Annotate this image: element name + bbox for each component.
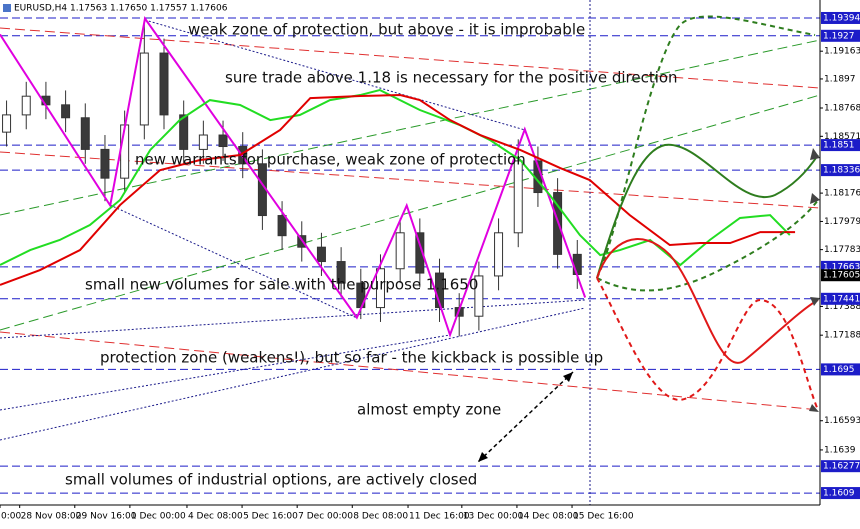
y-tick-label: 1.17188 — [824, 331, 860, 341]
indicator-line — [0, 94, 796, 286]
candle-body — [61, 104, 71, 119]
y-tick-label: 1.1639 — [824, 445, 856, 455]
candle-body — [395, 232, 405, 270]
x-tick-label: 0:00 — [1, 512, 21, 522]
x-tick-label: 11 Dec 16:00 — [409, 512, 470, 522]
level-label-box — [821, 292, 860, 305]
range-arrow — [477, 371, 574, 463]
level-label-box — [821, 487, 860, 500]
indicator-line — [0, 16, 587, 338]
forecast-curves — [477, 15, 820, 463]
x-tick-label: 14 Dec 08:00 — [518, 512, 579, 522]
y-tick-label: 1.17979 — [824, 217, 860, 227]
level-label: 1.19394 — [823, 13, 860, 23]
candle-body — [100, 148, 110, 179]
candle-body — [179, 114, 189, 150]
annotation: sure trade above 1.18 is necessary for t… — [225, 69, 678, 87]
annotation: weak zone of protection, but above - it … — [188, 21, 585, 39]
candle-body — [375, 268, 385, 309]
indicator-line — [0, 88, 791, 267]
y-tick-label: 1.18571 — [824, 132, 860, 142]
candle-body — [198, 134, 208, 150]
candle-body — [316, 246, 326, 263]
level-label-box — [821, 460, 860, 473]
level-label: 1.1851 — [823, 141, 855, 151]
current-price-label: 1.17605 — [823, 271, 860, 281]
trend-line — [0, 151, 821, 209]
trend-line — [0, 27, 821, 89]
x-tick-label: 7 Dec 00:00 — [298, 512, 353, 522]
level-label-box — [821, 29, 860, 42]
forecast-curve — [596, 238, 819, 364]
x-tick-label: 29 Nov 16:00 — [76, 512, 137, 522]
arrow-head — [809, 148, 820, 412]
annotation: protection zone (weakens!), but so far -… — [100, 349, 603, 367]
chart-title: EURUSD,H4 1.17563 1.17650 1.17557 1.1760… — [14, 4, 228, 14]
candle-body — [572, 253, 582, 276]
candle-body — [474, 275, 484, 317]
axes: 1.19163 1.1897 1.18768 1.18571 1.18176 1.1797… — [0, 11, 860, 522]
candle-body — [218, 134, 228, 148]
level-label-box — [821, 139, 860, 152]
forecast-curve — [596, 199, 819, 292]
y-tick-label: 1.19163 — [824, 47, 860, 57]
y-tick-label: 1.1897 — [824, 74, 856, 84]
level-label: 1.1927 — [823, 31, 855, 41]
trend-line — [144, 19, 526, 131]
y-tick-label: 1.16593 — [824, 416, 860, 426]
candle-body — [415, 232, 425, 274]
x-tick-label: 1 Dec 00:00 — [131, 512, 186, 522]
level-label: 1.1609 — [823, 489, 855, 499]
candle-body — [336, 261, 346, 284]
annotation: almost empty zone — [357, 401, 501, 419]
candle-body — [277, 215, 287, 237]
x-tick-label: 15 Dec 16:00 — [573, 512, 634, 522]
trend-line — [0, 299, 586, 339]
forecast-curve — [596, 15, 816, 279]
annotation: small volumes of industrial options, are… — [65, 471, 477, 489]
level-label-box — [821, 164, 860, 177]
grid-layer — [0, 17, 820, 494]
trend-line — [0, 39, 821, 216]
candle-body — [80, 117, 90, 150]
current-price-box — [821, 269, 860, 282]
y-tick-label: 1.18768 — [824, 103, 860, 113]
y-tick-label: 1.17388 — [824, 302, 860, 312]
x-tick-label: 4 Dec 08:00 — [188, 512, 243, 522]
level-label: 1.1695 — [823, 365, 855, 375]
candle-body — [159, 52, 169, 116]
trend-line — [109, 204, 358, 319]
y-tick-label: 1.18176 — [824, 189, 860, 199]
data-layer — [0, 16, 796, 338]
level-label: 1.16277 — [823, 462, 860, 472]
forecast-curve — [596, 277, 819, 411]
x-tick-label: 8 Dec 08:00 — [353, 512, 408, 522]
x-axis-band — [0, 505, 860, 525]
candle-body — [494, 232, 504, 277]
trend-line — [0, 334, 451, 411]
level-label: 1.18336 — [823, 166, 860, 176]
symbol-icon — [3, 4, 11, 12]
level-label: 1.17663 — [823, 262, 860, 272]
candle-body — [2, 114, 12, 133]
annotation: small new volumes for sale with the purp… — [85, 276, 478, 294]
annotations: weak zone of protection, but above - it … — [65, 21, 678, 489]
annotation: new warrants for purchase, weak zone of … — [135, 151, 526, 169]
candle-body — [139, 52, 149, 126]
level-label: 1.17441 — [823, 294, 860, 304]
y-tick-label: 1.17783 — [824, 245, 860, 255]
candle-body — [513, 160, 523, 234]
x-tick-label: 28 Nov 08:00 — [21, 512, 82, 522]
forecast-curve — [596, 143, 819, 279]
level-label-box — [821, 11, 860, 24]
x-tick-label: 5 Dec 16:00 — [243, 512, 298, 522]
trend-line — [0, 331, 821, 411]
x-tick-label: 13 Dec 00:00 — [463, 512, 524, 522]
candle-body — [21, 95, 31, 116]
level-label-box — [821, 363, 860, 376]
